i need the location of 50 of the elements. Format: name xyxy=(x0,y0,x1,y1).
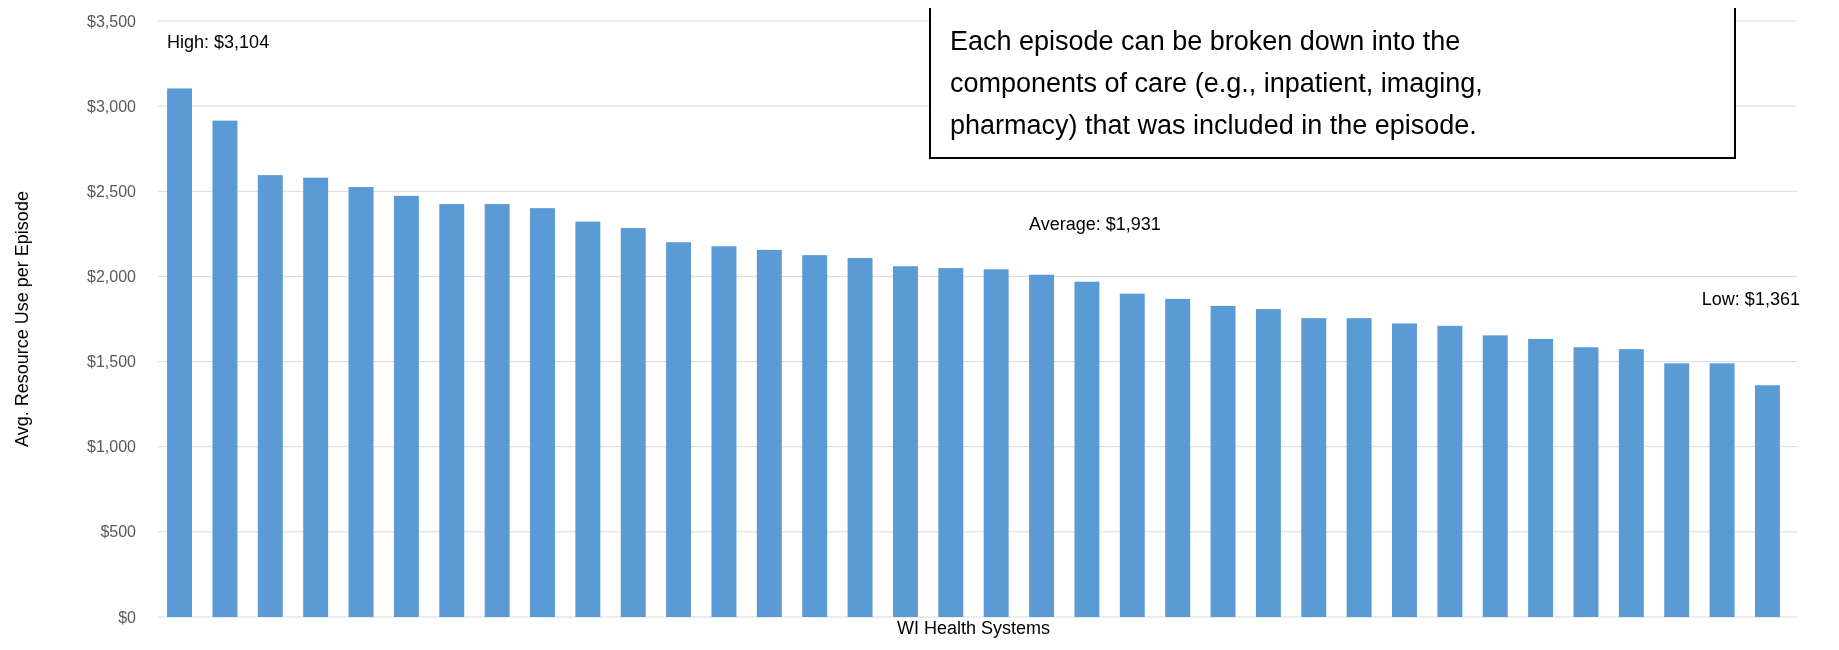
bar xyxy=(892,266,918,617)
annotation: Low: $1,361 xyxy=(1701,289,1800,310)
bar xyxy=(847,258,873,617)
annotation: Each episode can be broken down into the components of care (e.g., inpatient, imaging, pharmacy) that was included in the episode. xyxy=(950,26,1483,140)
y-tick-label: $500 xyxy=(100,523,137,541)
bar xyxy=(167,88,193,617)
bar xyxy=(1255,309,1281,617)
y-tick-label: $3,500 xyxy=(87,12,137,30)
bar xyxy=(1709,363,1735,617)
bar xyxy=(1482,335,1508,617)
bar xyxy=(1074,281,1100,617)
bar xyxy=(666,242,692,617)
y-tick-label: $2,000 xyxy=(87,268,137,286)
bar xyxy=(1210,305,1236,617)
y-tick-label: $3,000 xyxy=(87,97,137,115)
bar xyxy=(1301,318,1327,617)
bar xyxy=(439,204,465,617)
bar xyxy=(983,269,1009,617)
bar xyxy=(1119,293,1145,617)
bar xyxy=(802,255,828,617)
y-tick-label: $0 xyxy=(118,608,137,626)
bar xyxy=(303,177,329,617)
bar xyxy=(938,268,964,617)
annotation: High: $3,104 xyxy=(167,32,270,53)
bar xyxy=(1664,363,1690,617)
bar xyxy=(393,195,419,617)
bar xyxy=(257,175,283,617)
bar xyxy=(711,246,737,617)
bar xyxy=(1165,298,1191,617)
bar xyxy=(575,221,601,617)
bar xyxy=(212,120,238,617)
bar xyxy=(1618,349,1644,617)
bar xyxy=(756,249,782,617)
bar xyxy=(1528,338,1554,617)
bar xyxy=(1392,323,1417,617)
annotation: Average: $1,931 xyxy=(1029,213,1161,234)
bar xyxy=(1437,325,1463,617)
y-tick-label: $1,000 xyxy=(87,438,137,456)
bar xyxy=(620,228,646,617)
bar xyxy=(1029,274,1055,617)
y-tick-label: $2,500 xyxy=(87,182,137,200)
bar xyxy=(1346,318,1372,617)
x-axis-title: WI Health Systems xyxy=(896,618,1051,638)
bar xyxy=(530,208,555,617)
bar xyxy=(348,187,374,617)
bar xyxy=(1754,385,1780,617)
y-axis-title: Avg. Resource Use per Episode xyxy=(12,191,32,447)
bar xyxy=(484,204,510,617)
bar xyxy=(1573,347,1599,617)
y-tick-label: $1,500 xyxy=(87,353,137,371)
